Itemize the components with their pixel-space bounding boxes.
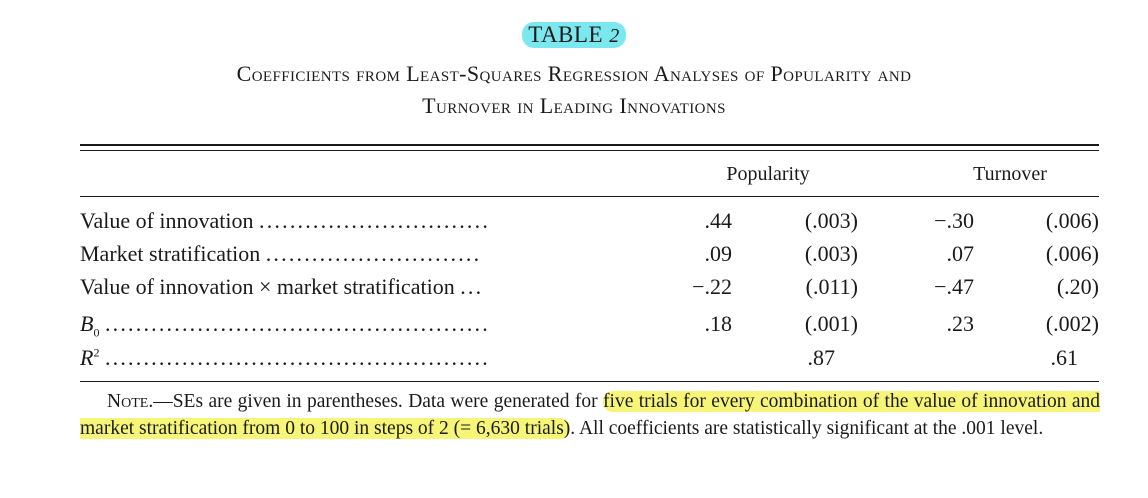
popularity-coefficient: .09 bbox=[704, 241, 733, 266]
leader-dots: .............................. bbox=[259, 208, 491, 233]
table-label-text: TABLE bbox=[528, 22, 603, 47]
table-title: TABLE 2 bbox=[0, 22, 1148, 48]
row-label-superscript: 2 bbox=[93, 345, 100, 360]
row-label: B0 .....................................… bbox=[80, 311, 613, 340]
note-text-end: . All coefficients are statistically sig… bbox=[570, 418, 1044, 439]
turnover-se: (.006) bbox=[1045, 241, 1099, 266]
note-dash: — bbox=[153, 391, 173, 412]
header-rule bbox=[80, 196, 1099, 197]
row-label-symbol: R bbox=[80, 345, 94, 370]
leader-dots: ... bbox=[460, 274, 484, 299]
popularity-coefficient: .44 bbox=[704, 208, 733, 233]
popularity-se: (.001) bbox=[804, 311, 858, 336]
note-text: SEs are given in parentheses. Data were … bbox=[172, 391, 598, 412]
leader-dots: ............................ bbox=[265, 241, 482, 266]
table-row: Value of innovation ....................… bbox=[80, 208, 1099, 240]
table-note: Note.—SEs are given in parentheses. Data… bbox=[80, 388, 1100, 442]
row-label: Market stratification ..................… bbox=[80, 241, 613, 267]
table-number: 2 bbox=[609, 25, 620, 47]
table-row: Market stratification ..................… bbox=[80, 241, 1099, 273]
row-label: Value of innovation × market stratificat… bbox=[80, 274, 613, 300]
leader-dots: ........................................… bbox=[104, 311, 490, 336]
popularity-coefficient: −.22 bbox=[692, 274, 732, 299]
table-label: TABLE 2 bbox=[522, 22, 626, 48]
popularity-r-squared: .87 bbox=[807, 345, 836, 370]
table-row: B0 .....................................… bbox=[80, 311, 1099, 343]
caption-line-1: Coefficients from Least-Squares Regressi… bbox=[236, 61, 912, 86]
table-caption: Coefficients from Least-Squares Regressi… bbox=[0, 58, 1148, 122]
turnover-coefficient: .23 bbox=[946, 311, 975, 336]
popularity-se: (.011) bbox=[805, 274, 858, 299]
table-row: R2 .....................................… bbox=[80, 345, 1099, 377]
popularity-coefficient: .18 bbox=[704, 311, 733, 336]
row-label: Value of innovation ....................… bbox=[80, 208, 613, 234]
bottom-rule bbox=[80, 381, 1099, 382]
column-header-popularity: Popularity bbox=[726, 163, 810, 185]
leader-dots: ........................................… bbox=[104, 345, 490, 370]
turnover-se: (.20) bbox=[1056, 274, 1099, 299]
top-rule bbox=[80, 144, 1099, 146]
turnover-se: (.002) bbox=[1045, 311, 1099, 336]
row-label: R2 .....................................… bbox=[80, 345, 613, 371]
turnover-r-squared: .61 bbox=[1050, 345, 1079, 370]
turnover-coefficient: −.47 bbox=[934, 274, 974, 299]
caption-line-2: Turnover in Leading Innovations bbox=[422, 93, 726, 118]
popularity-se: (.003) bbox=[804, 208, 858, 233]
row-label-symbol: B bbox=[80, 311, 94, 336]
row-label-text: Market stratification bbox=[80, 241, 261, 266]
row-label-subscript: 0 bbox=[93, 325, 100, 340]
note-label: Note. bbox=[107, 391, 154, 412]
row-label-text: Value of innovation bbox=[80, 208, 254, 233]
turnover-coefficient: .07 bbox=[946, 241, 975, 266]
turnover-coefficient: −.30 bbox=[934, 208, 974, 233]
column-header-turnover: Turnover bbox=[973, 163, 1047, 185]
table-row: Value of innovation × market stratificat… bbox=[80, 274, 1099, 306]
row-label-text: Value of innovation × market stratificat… bbox=[80, 274, 455, 299]
top-rule-inner bbox=[80, 150, 1099, 151]
popularity-se: (.003) bbox=[804, 241, 858, 266]
turnover-se: (.006) bbox=[1045, 208, 1099, 233]
